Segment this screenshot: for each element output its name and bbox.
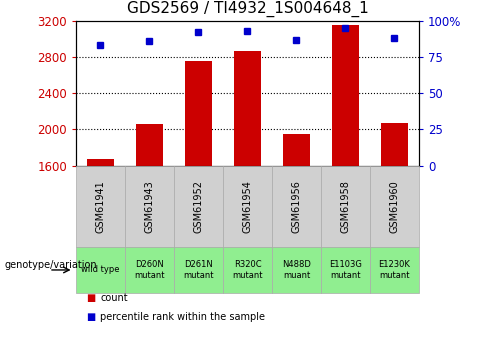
- Text: wild type: wild type: [81, 265, 120, 275]
- Bar: [283, 134, 310, 166]
- Text: N488D
muant: N488D muant: [282, 260, 311, 280]
- Text: GSM61952: GSM61952: [194, 180, 203, 233]
- Text: R320C
mutant: R320C mutant: [232, 260, 263, 280]
- Text: GSM61941: GSM61941: [96, 180, 105, 233]
- Bar: [185, 61, 212, 166]
- Text: GSM61960: GSM61960: [390, 180, 399, 233]
- Title: GDS2569 / TI4932_1S004648_1: GDS2569 / TI4932_1S004648_1: [126, 0, 368, 17]
- Text: D261N
mutant: D261N mutant: [183, 260, 214, 280]
- Text: GSM61956: GSM61956: [292, 180, 301, 233]
- Text: genotype/variation: genotype/variation: [5, 260, 98, 270]
- Text: count: count: [100, 294, 128, 303]
- Text: E1103G
mutant: E1103G mutant: [329, 260, 362, 280]
- Bar: [332, 25, 359, 166]
- Bar: [136, 124, 163, 166]
- Text: ■: ■: [86, 313, 95, 322]
- Bar: [381, 123, 408, 166]
- Text: GSM61958: GSM61958: [341, 180, 350, 233]
- Text: E1230K
mutant: E1230K mutant: [378, 260, 411, 280]
- Text: GSM61943: GSM61943: [145, 180, 154, 233]
- Text: ■: ■: [86, 294, 95, 303]
- Text: D260N
mutant: D260N mutant: [134, 260, 165, 280]
- Bar: [234, 51, 261, 166]
- Text: percentile rank within the sample: percentile rank within the sample: [100, 313, 266, 322]
- Bar: [87, 159, 114, 166]
- Text: GSM61954: GSM61954: [243, 180, 252, 233]
